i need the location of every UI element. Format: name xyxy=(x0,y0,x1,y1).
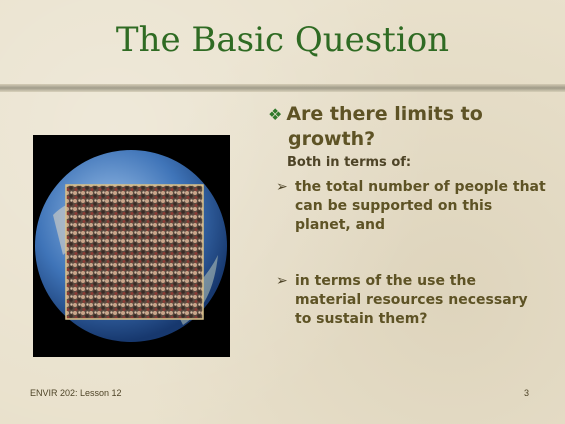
slide-title: The Basic Question xyxy=(115,20,450,60)
sub-bullet: the total number of people that can be s… xyxy=(276,178,546,235)
footer: ENVIR 202: Lesson 12 xyxy=(30,388,122,398)
intro-text: Both in terms of: xyxy=(287,155,412,170)
sub-bullet: in terms of the use the material resourc… xyxy=(276,272,546,329)
page-number: 3 xyxy=(524,388,530,398)
globe-image xyxy=(33,135,230,357)
divider-band xyxy=(0,84,565,92)
main-bullet: Are there limits to growth? xyxy=(268,102,565,151)
